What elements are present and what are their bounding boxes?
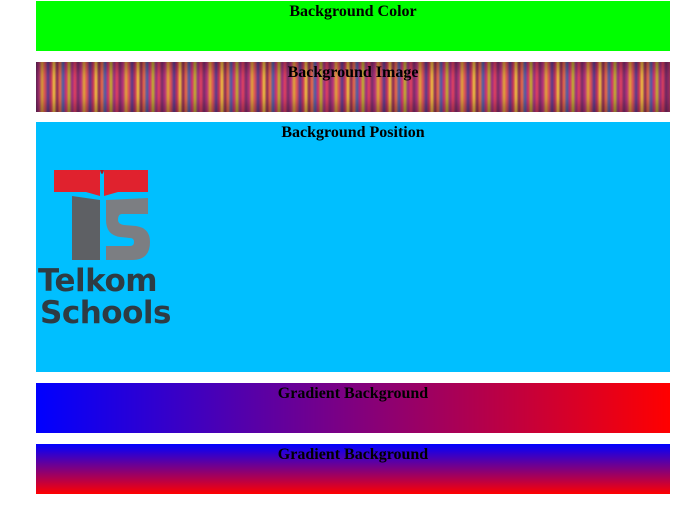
logo-text-telkom: Telkom — [38, 263, 158, 299]
telkom-logo-mark-icon — [54, 170, 150, 260]
background-image-heading: Background Image — [287, 64, 419, 81]
gradient-vertical-heading: Gradient Background — [277, 446, 429, 463]
background-color-box: Background Color — [36, 1, 670, 51]
background-image-box: Background Image — [36, 62, 670, 112]
background-color-heading: Background Color — [289, 3, 417, 20]
gradient-vertical-box: Gradient Background — [36, 444, 670, 494]
telkom-schools-logo: Telkom Schools — [38, 168, 171, 331]
background-position-heading: Background Position — [281, 124, 425, 141]
gradient-horizontal-heading: Gradient Background — [277, 385, 429, 402]
logo-text-schools: Schools — [40, 295, 171, 331]
background-position-box: Background Position Telkom Schools — [36, 122, 670, 372]
gradient-horizontal-box: Gradient Background — [36, 383, 670, 433]
